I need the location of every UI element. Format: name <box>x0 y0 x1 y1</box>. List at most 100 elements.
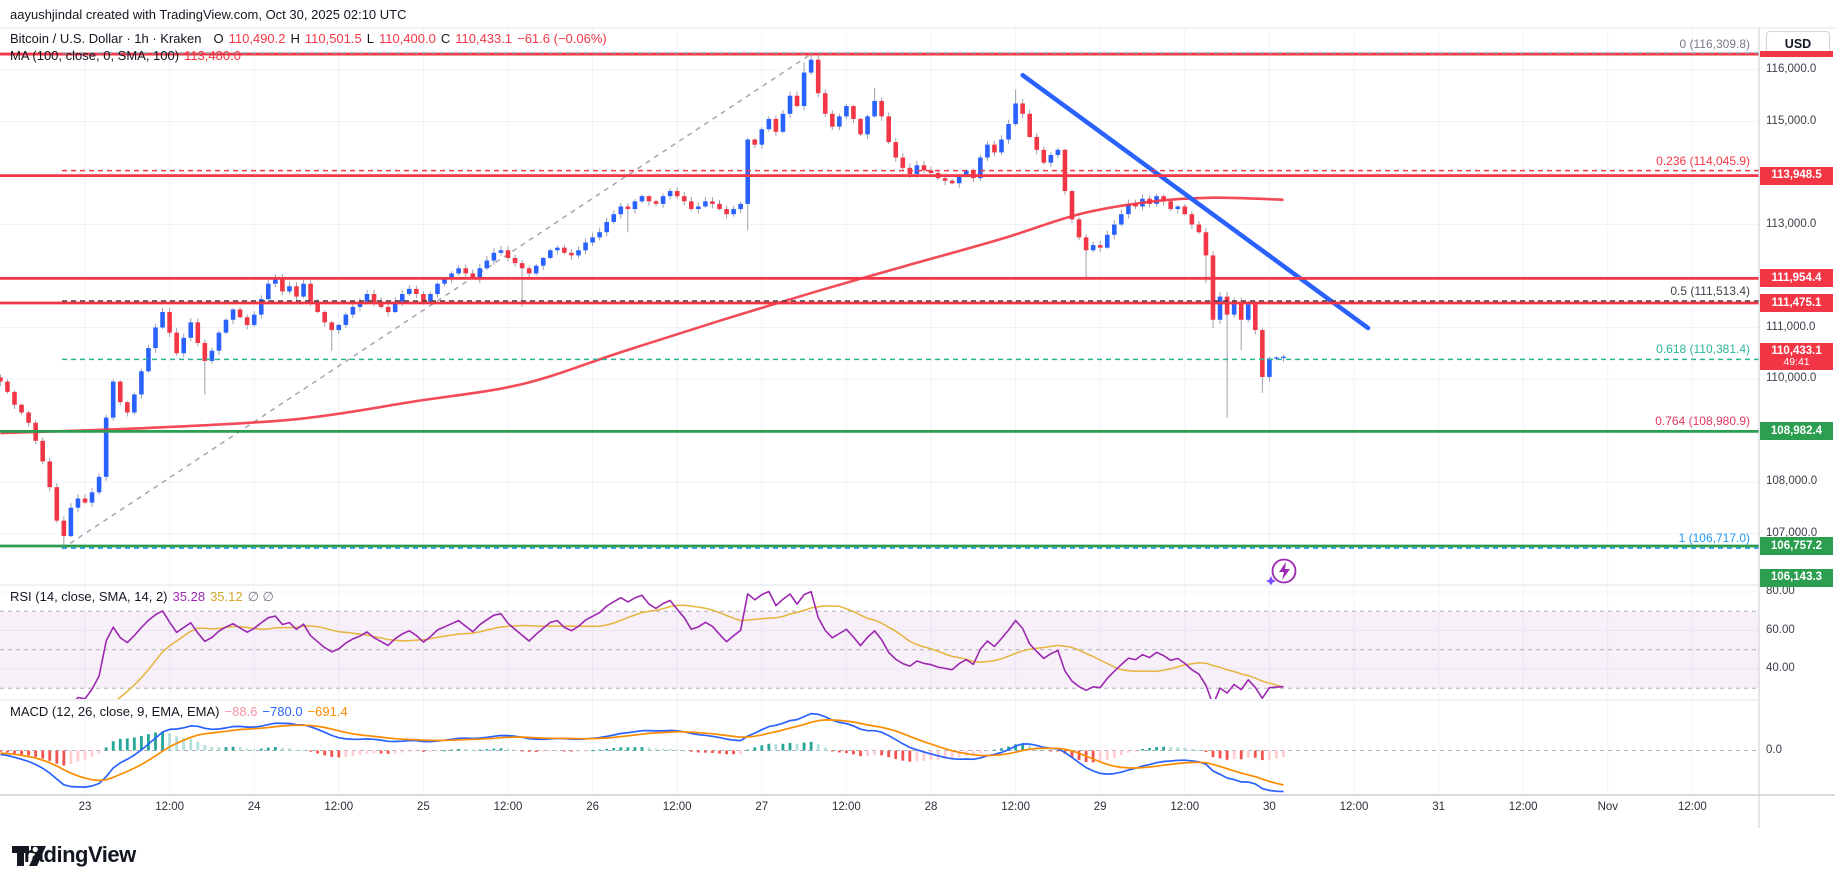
rsi-line <box>75 590 1284 699</box>
macd-histogram-bar <box>1225 750 1229 760</box>
candle-body <box>1027 113 1032 137</box>
flash-boost-icon[interactable] <box>1266 558 1297 587</box>
macd-histogram-bar <box>1070 750 1074 758</box>
macd-histogram-bar <box>69 750 73 764</box>
candle-body <box>1253 304 1258 331</box>
macd-histogram-bar <box>633 747 637 751</box>
tradingview-logo[interactable]: TradingView <box>12 842 136 868</box>
time-tick-label: 12:00 <box>1339 801 1369 813</box>
macd-histogram-bar <box>407 750 411 752</box>
horizontal-level-rays[interactable] <box>0 52 1759 548</box>
candle-body <box>343 314 349 325</box>
candle-body <box>992 144 997 153</box>
rsi-pane <box>75 590 1284 699</box>
ma-legend-row[interactable]: MA (100, close, 0, SMA, 100) 113,480.0 <box>10 48 241 63</box>
price-axis-tag: 111,954.4 <box>1760 269 1833 288</box>
candle-body <box>89 492 95 503</box>
candle-body <box>301 283 306 297</box>
candle-body <box>160 312 165 328</box>
macd-legend-row[interactable]: MACD (12, 26, close, 9, EMA, EMA) −88.6 … <box>10 704 348 719</box>
candle-body <box>1076 219 1082 238</box>
time-tick-label: 12:00 <box>1170 801 1200 813</box>
macd-histogram-bar <box>386 750 390 754</box>
rsi-value: 35.28 <box>172 589 206 604</box>
candle-body <box>519 263 525 269</box>
candle-body <box>985 144 990 158</box>
macd-histogram-bar <box>118 738 122 751</box>
candle-body <box>1267 358 1272 377</box>
candle-body <box>646 196 652 202</box>
macd-histogram-bar <box>323 750 327 756</box>
candle-body <box>703 201 708 207</box>
macd-histogram-bar <box>555 750 559 752</box>
fib-retracement[interactable] <box>62 53 1759 549</box>
macd-histogram-bar <box>1197 749 1201 751</box>
macd-histogram-bar <box>259 748 263 751</box>
time-tick-label: 12:00 <box>324 801 354 813</box>
candle-body <box>280 278 285 292</box>
candle-body <box>96 476 102 493</box>
candle-body <box>745 139 750 204</box>
macd-histogram-bar <box>41 750 45 759</box>
macd-histogram-bar <box>436 750 439 752</box>
symbol-legend-row[interactable]: Bitcoin / U.S. Dollar · 1h · Kraken O 11… <box>10 31 607 46</box>
downtrend-line[interactable] <box>1020 72 1371 331</box>
macd-histogram-bar <box>1211 750 1215 758</box>
macd-line-value: −780.0 <box>262 704 303 719</box>
low-label: L <box>366 31 374 46</box>
macd-histogram-bar <box>429 750 432 752</box>
rsi-label[interactable]: RSI (14, close, SMA, 14, 2) <box>10 589 168 604</box>
candle-body <box>146 348 151 372</box>
macd-histogram-bar <box>132 737 136 751</box>
macd-histogram-bar <box>626 747 630 751</box>
candle-body <box>294 286 299 297</box>
macd-histogram-bar <box>1112 750 1116 758</box>
candle-body <box>858 118 863 135</box>
price-scale[interactable]: 116,000.0 115,000.0 113,000.0 111,000.0 110,… <box>1759 28 1835 795</box>
macd-histogram-bar <box>1077 750 1081 760</box>
candle-body <box>315 301 320 313</box>
candle-body <box>942 178 948 181</box>
macd-histogram-bar <box>880 750 884 756</box>
candle-body <box>639 196 645 202</box>
macd-histogram-bar <box>563 750 566 752</box>
time-tick-label: 24 <box>247 801 261 813</box>
time-scale[interactable]: 23 12:00 24 12:00 25 12:00 26 12:00 27 12:00 28 12:… <box>0 796 1759 826</box>
macd-histogram-bar <box>1134 750 1137 752</box>
macd-histogram-bar <box>1246 750 1250 758</box>
price-tick-label: 110,000.0 <box>1766 372 1817 384</box>
candle-body <box>329 322 335 331</box>
macd-histogram-bar <box>1098 750 1102 762</box>
candle-body <box>717 203 722 210</box>
candle-body <box>921 165 927 171</box>
candle-body <box>181 337 186 354</box>
macd-histogram-bar <box>696 750 700 753</box>
rsi-legend-row[interactable]: RSI (14, close, SMA, 14, 2) 35.28 35.12 … <box>10 589 274 605</box>
macd-histogram-bar <box>168 733 171 751</box>
macd-histogram-bar <box>1169 747 1173 751</box>
open-value: 110,490.2 <box>228 31 286 46</box>
candle-body <box>399 294 405 302</box>
gridlines <box>0 28 1759 795</box>
macd-histogram-bar <box>34 750 38 757</box>
fib-level-label: 0.236 (114,045.9) <box>1656 153 1750 168</box>
candle-body <box>19 404 24 413</box>
macd-label[interactable]: MACD (12, 26, close, 9, EMA, EMA) <box>10 704 220 719</box>
candle-body <box>1133 203 1138 207</box>
candle-body <box>1231 301 1237 315</box>
ma-label[interactable]: MA (100, close, 0, SMA, 100) <box>10 48 180 63</box>
rsi-tick-label: 40.00 <box>1766 662 1795 674</box>
candle-body <box>258 299 264 315</box>
countdown-timer: 49:41 <box>1783 356 1810 369</box>
time-tick-label: 31 <box>1432 801 1445 813</box>
candle-body <box>1083 237 1089 251</box>
macd-histogram-bar <box>351 750 355 756</box>
macd-histogram-bar <box>97 750 101 754</box>
candle-body <box>710 201 715 204</box>
candle-body <box>477 268 483 279</box>
time-tick-label: 28 <box>924 801 938 813</box>
price-tick-label: 113,000.0 <box>1766 217 1817 230</box>
symbol-title[interactable]: Bitcoin / U.S. Dollar · 1h · Kraken <box>10 31 202 46</box>
